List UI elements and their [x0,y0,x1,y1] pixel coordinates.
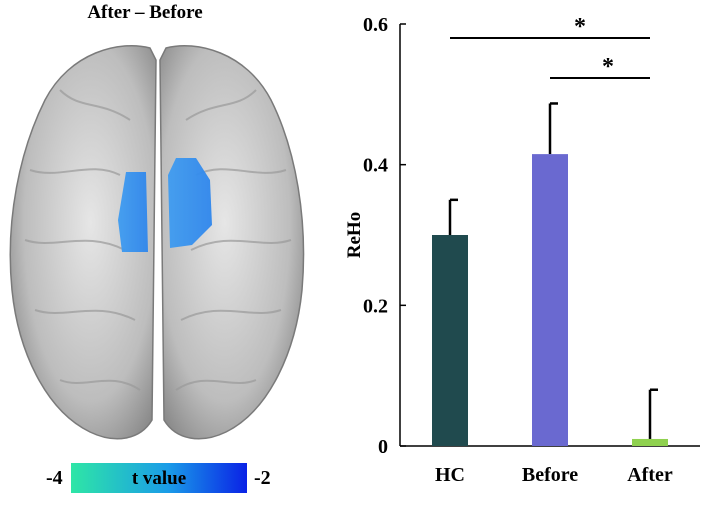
activation-right [168,158,212,248]
bar-after [632,438,668,446]
colorbar: -4 t value -2 [0,458,300,498]
x-tick-label: Before [522,464,578,486]
colorbar-min-label: -4 [46,467,63,489]
y-tick-label: 0 [378,436,388,458]
left-hemisphere [9,44,157,440]
colorbar-label: t value [131,468,187,489]
x-tick-label: HC [435,464,465,486]
y-tick-label: 0.4 [363,155,388,177]
bar-hc [432,235,468,446]
bar-before [532,154,568,446]
colorbar-max-label: -2 [254,467,271,489]
brain-title: After – Before [87,2,203,23]
y-tick-label: 0.6 [363,14,388,36]
y-axis-label: ReHo [344,212,365,258]
activation-left [118,172,148,252]
chart-panel: 0 0.2 0.4 0.6 ReHo HC Before After * * [320,0,723,507]
significance-star: * [602,54,614,80]
colorbar-gradient [71,463,247,493]
y-tick-label: 0.2 [363,295,388,317]
x-tick-label: After [627,464,673,486]
brain-image [9,44,305,440]
bar-chart: 0 0.2 0.4 0.6 ReHo HC Before After * * [344,14,700,486]
brain-panel: After – Before [0,0,310,507]
right-hemisphere [159,44,305,440]
significance-star: * [574,14,586,40]
